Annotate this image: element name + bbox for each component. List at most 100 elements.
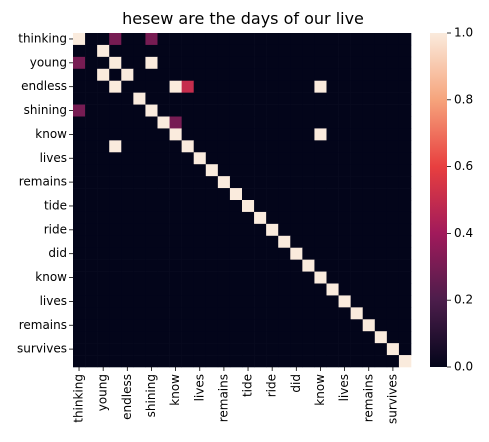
heatmap-cell	[157, 92, 170, 105]
heatmap-cell	[326, 188, 339, 201]
heatmap-cell	[386, 211, 400, 225]
heatmap-cell	[181, 200, 195, 213]
heatmap-cell	[181, 188, 195, 201]
heatmap-cell	[85, 56, 98, 70]
heatmap-cell	[242, 200, 255, 213]
heatmap-cell	[374, 176, 388, 189]
heatmap-cell	[193, 68, 207, 82]
heatmap-cell	[97, 247, 110, 260]
heatmap-cell	[109, 319, 122, 332]
heatmap-cell	[242, 33, 255, 46]
heatmap-cell	[254, 68, 267, 82]
heatmap-cell	[145, 92, 158, 105]
heatmap-cell	[229, 200, 243, 213]
chart-title: hesew are the days of our live	[122, 9, 364, 28]
heatmap-cell	[121, 211, 134, 225]
heatmap-cell	[229, 80, 243, 93]
heatmap-cell	[229, 355, 243, 368]
heatmap-cell	[121, 271, 134, 284]
y-tick-label: endless	[21, 79, 67, 93]
heatmap-cell	[97, 92, 110, 105]
heatmap-cell	[290, 152, 303, 165]
heatmap-cell	[193, 295, 207, 308]
heatmap-cell	[181, 92, 195, 105]
heatmap-cell	[133, 247, 146, 260]
heatmap-cell	[193, 164, 207, 177]
colorbar-tick-label: 1.0	[454, 26, 473, 40]
heatmap-cell	[145, 223, 158, 237]
heatmap-cell	[73, 223, 86, 237]
heatmap-cell	[254, 211, 267, 225]
heatmap-cell	[229, 223, 243, 237]
heatmap-cell	[326, 80, 339, 93]
heatmap-cell	[350, 92, 364, 105]
heatmap-cell	[73, 92, 86, 105]
heatmap-cell	[350, 188, 364, 201]
heatmap-cell	[145, 319, 158, 332]
heatmap-cell	[169, 68, 182, 82]
heatmap-cell	[362, 128, 376, 141]
heatmap-cell	[109, 80, 122, 93]
heatmap-cell	[217, 164, 231, 177]
heatmap-cell	[133, 140, 146, 153]
heatmap-cell	[229, 295, 243, 308]
heatmap-cell	[133, 295, 146, 308]
heatmap-cell	[242, 140, 255, 153]
heatmap-cell	[350, 235, 364, 249]
heatmap-cell	[290, 247, 303, 260]
heatmap-cell	[181, 295, 195, 308]
heatmap-cell	[350, 128, 364, 141]
heatmap-cell	[362, 92, 376, 105]
heatmap-cell	[73, 331, 86, 344]
heatmap-cell	[266, 223, 279, 237]
heatmap-cell	[326, 140, 339, 153]
heatmap-cell	[145, 140, 158, 153]
heatmap-cell	[386, 319, 400, 332]
heatmap-cell	[181, 33, 195, 46]
heatmap-cell	[398, 200, 412, 213]
heatmap-cell	[109, 247, 122, 260]
heatmap-cell	[109, 188, 122, 201]
heatmap-cell	[205, 200, 219, 213]
heatmap-cell	[242, 355, 255, 368]
colorbar	[430, 33, 447, 367]
heatmap-cell	[205, 283, 219, 296]
heatmap-cell	[157, 128, 170, 141]
heatmap-cell	[73, 319, 86, 332]
heatmap-cell	[169, 164, 182, 177]
heatmap-cell	[157, 56, 170, 70]
heatmap-cell	[266, 319, 279, 332]
heatmap-cell	[362, 188, 376, 201]
heatmap-cell	[362, 152, 376, 165]
heatmap-cell	[254, 140, 267, 153]
heatmap-cell	[205, 116, 219, 129]
heatmap-cell	[314, 200, 327, 213]
heatmap-cell	[386, 164, 400, 177]
heatmap-cell	[217, 140, 231, 153]
heatmap-cell	[374, 56, 388, 70]
heatmap-cell	[133, 188, 146, 201]
heatmap-cell	[242, 343, 255, 356]
heatmap-cell	[278, 319, 291, 332]
heatmap-cell	[169, 200, 182, 213]
heatmap-cell	[73, 80, 86, 93]
heatmap-cell	[181, 223, 195, 237]
heatmap-cell	[314, 116, 327, 129]
heatmap-cell	[314, 271, 327, 284]
heatmap-cell	[157, 271, 170, 284]
heatmap-cell	[85, 259, 98, 272]
heatmap-cell	[217, 116, 231, 129]
heatmap-cell	[362, 56, 376, 70]
heatmap-cell	[374, 235, 388, 249]
heatmap-cell	[169, 104, 182, 117]
heatmap-cell	[109, 343, 122, 356]
heatmap-cell	[133, 33, 146, 46]
heatmap-cell	[169, 176, 182, 189]
heatmap-cell	[302, 56, 315, 70]
heatmap-cell	[398, 152, 412, 165]
heatmap-cell	[242, 56, 255, 70]
heatmap-cell	[145, 152, 158, 165]
heatmap-cell	[290, 235, 303, 249]
heatmap-cell	[350, 331, 364, 344]
heatmap-cell	[290, 44, 303, 58]
